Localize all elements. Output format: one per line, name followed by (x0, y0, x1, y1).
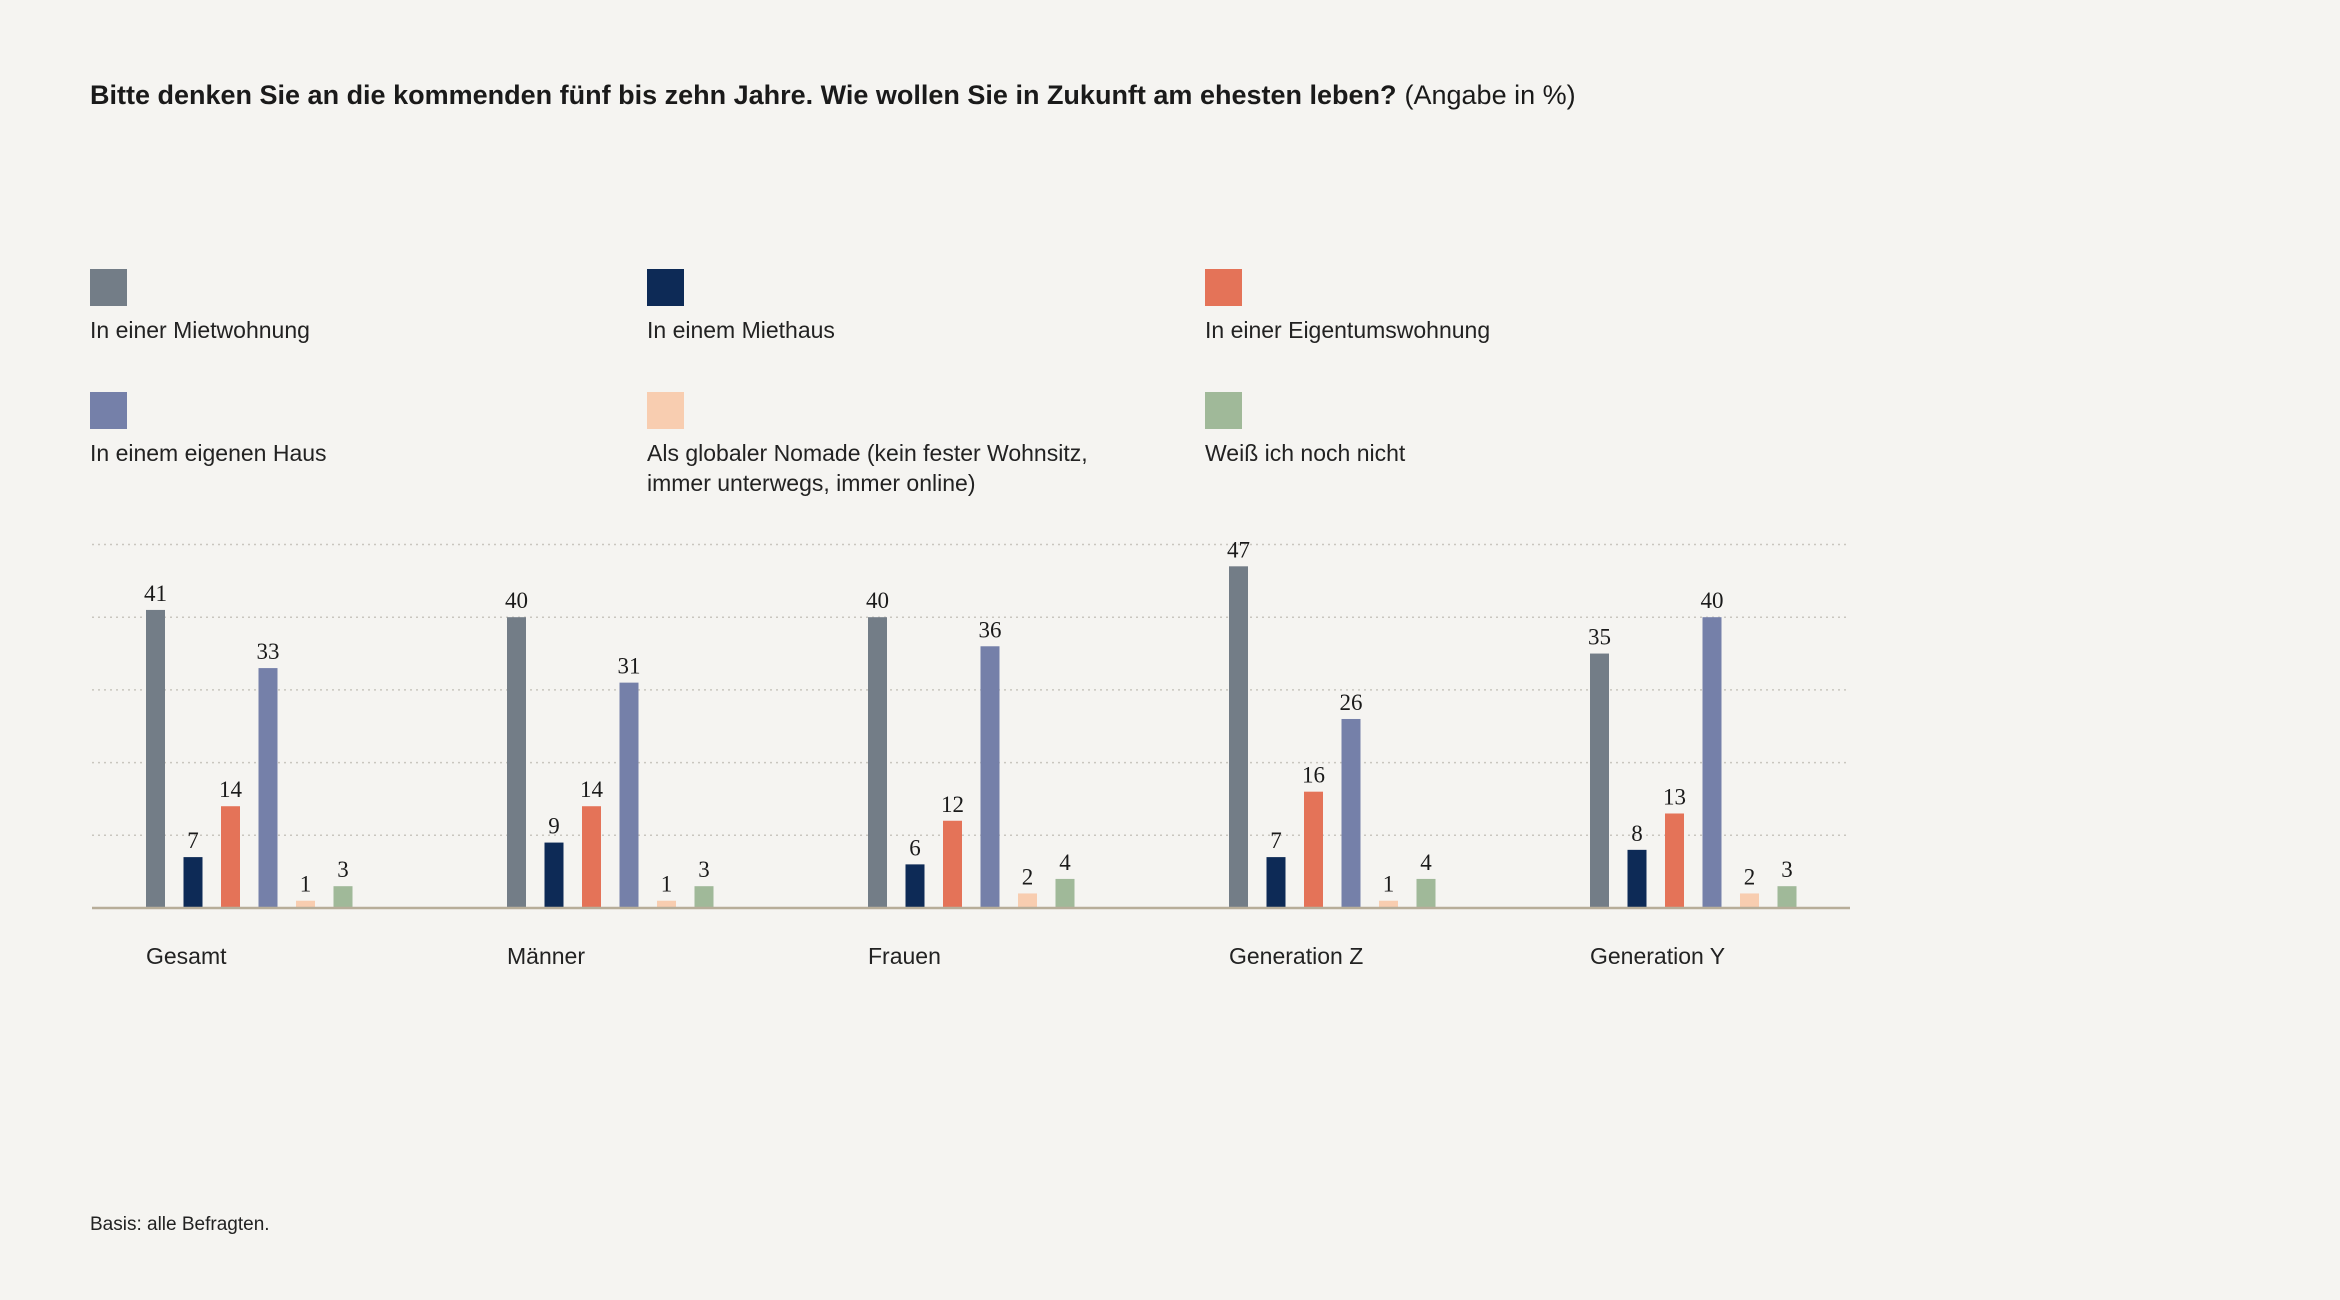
data-label: 1 (661, 872, 673, 897)
category-label: Männer (507, 943, 585, 969)
data-label: 35 (1588, 625, 1611, 650)
data-label: 12 (941, 792, 964, 817)
data-label: 31 (618, 654, 641, 679)
legend-label-eigenes-haus: In einem eigenen Haus (90, 440, 327, 466)
data-label: 3 (698, 857, 710, 882)
legend-label-eigentumswohnung: In einer Eigentumswohnung (1205, 317, 1491, 343)
bar (868, 617, 887, 908)
data-label: 13 (1663, 784, 1686, 809)
bar (943, 820, 962, 908)
data-label: 7 (1270, 828, 1282, 853)
data-label: 3 (1781, 857, 1793, 882)
bar (1266, 857, 1286, 908)
bar (221, 806, 240, 908)
bar (1341, 718, 1361, 908)
bar (582, 806, 601, 908)
data-label: 47 (1227, 537, 1250, 562)
data-label: 3 (337, 857, 349, 882)
bar (1379, 900, 1398, 908)
bar (544, 842, 564, 908)
data-label: 7 (187, 828, 199, 853)
legend-swatch-eigenes-haus (90, 392, 127, 429)
bars (146, 566, 1797, 908)
legend-item-miethaus: In einem Miethaus (647, 269, 1167, 345)
category-label: Generation Z (1229, 943, 1363, 969)
footnote: Basis: alle Befragten. (90, 1214, 270, 1235)
bar (694, 886, 714, 908)
chart-question: Bitte denken Sie an die kommenden fünf b… (90, 80, 1397, 110)
data-label: 8 (1631, 821, 1643, 846)
category-label: Gesamt (146, 943, 227, 969)
bar (1702, 617, 1722, 908)
bar (1229, 566, 1248, 908)
legend-item-nomade: Als globaler Nomade (kein fester Wohnsit… (647, 392, 1147, 498)
legend-label-mietwohnung: In einer Mietwohnung (90, 317, 310, 343)
legend-swatch-mietwohnung (90, 269, 127, 306)
data-label: 1 (1383, 872, 1395, 897)
bar (1018, 893, 1037, 908)
legend-item-weiss-nicht: Weiß ich noch nicht (1205, 392, 1725, 468)
bar (296, 900, 315, 908)
bar (1627, 849, 1647, 908)
bar (146, 609, 165, 908)
bar (619, 682, 639, 908)
bar (905, 864, 925, 908)
data-label: 14 (219, 777, 243, 802)
data-label: 33 (257, 639, 280, 664)
legend-item-eigenes-haus: In einem eigenen Haus (90, 392, 610, 468)
bar (1740, 893, 1759, 908)
data-label: 1 (300, 872, 312, 897)
legend-item-mietwohnung: In einer Mietwohnung (90, 269, 610, 345)
data-label: 14 (580, 777, 604, 802)
bar (183, 857, 203, 908)
category-labels: Gesamt Männer Frauen Generation Z Generation… (146, 943, 1725, 969)
data-label: 6 (909, 835, 921, 860)
data-label: 41 (144, 581, 167, 606)
bar (1304, 791, 1323, 908)
legend-swatch-eigentumswohnung (1205, 269, 1242, 306)
data-label: 4 (1420, 850, 1432, 875)
bar (657, 900, 676, 908)
data-label: 36 (979, 617, 1002, 642)
bar (980, 646, 1000, 908)
bar (1590, 653, 1609, 908)
value-labels: 4171433134091431134061236244771626143581… (144, 537, 1793, 896)
data-label: 26 (1340, 690, 1363, 715)
legend-label-weiss-nicht: Weiß ich noch nicht (1205, 440, 1406, 466)
bar (258, 668, 278, 908)
data-label: 9 (548, 814, 560, 839)
data-label: 16 (1302, 763, 1325, 788)
bar (1665, 813, 1684, 908)
chart-unit: (Angabe in %) (1404, 80, 1576, 110)
chart-title: Bitte denken Sie an die kommenden fünf b… (90, 80, 1576, 111)
data-label: 4 (1059, 850, 1071, 875)
bar (1777, 886, 1797, 908)
legend-swatch-weiss-nicht (1205, 392, 1242, 429)
data-label: 40 (866, 588, 889, 613)
bar (1055, 878, 1075, 908)
data-label: 40 (505, 588, 528, 613)
legend-label-miethaus: In einem Miethaus (647, 317, 835, 343)
category-label: Generation Y (1590, 943, 1725, 969)
data-label: 2 (1022, 864, 1034, 889)
legend-label-nomade: Als globaler Nomade (kein fester Wohnsit… (647, 440, 1088, 496)
bar (1416, 878, 1436, 908)
bar (333, 886, 353, 908)
legend-item-eigentumswohnung: In einer Eigentumswohnung (1205, 269, 1725, 345)
legend-swatch-nomade (647, 392, 684, 429)
bar (507, 617, 526, 908)
category-label: Frauen (868, 943, 941, 969)
gridlines (92, 543, 1850, 837)
data-label: 2 (1744, 864, 1756, 889)
data-label: 40 (1701, 588, 1724, 613)
legend-swatch-miethaus (647, 269, 684, 306)
